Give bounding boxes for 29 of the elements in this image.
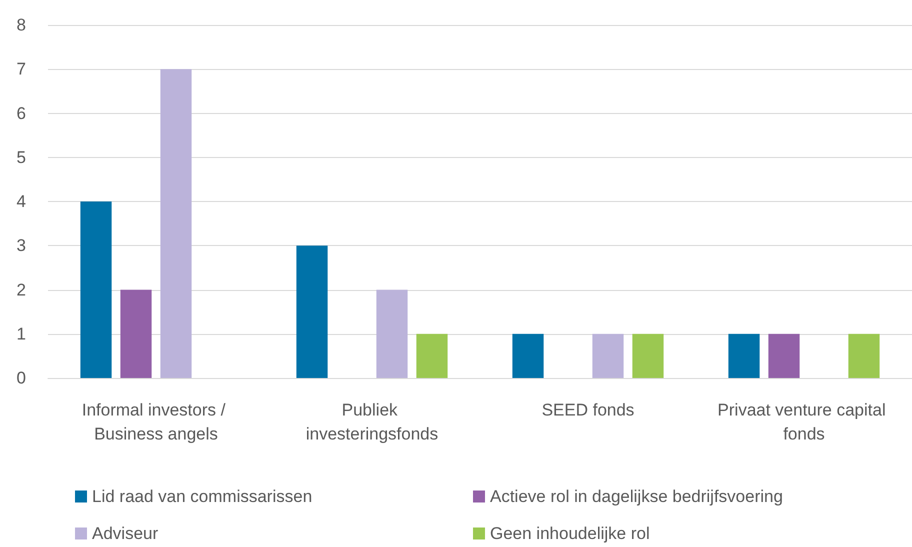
bar — [120, 290, 152, 378]
legend-label: Actieve rol in dagelijkse bedrijfsvoering — [490, 487, 783, 506]
y-tick-label: 2 — [16, 280, 26, 300]
bar — [160, 69, 192, 378]
y-tick-label: 0 — [16, 368, 26, 388]
y-tick-label: 6 — [16, 104, 26, 123]
y-tick-label: 7 — [16, 60, 26, 79]
y-tick-label: 5 — [16, 148, 26, 167]
bar — [376, 290, 408, 378]
bar — [512, 334, 544, 378]
x-tick-label: Publiek investeringsfonds — [306, 400, 438, 444]
x-tick-label: Informal investors / Business angels — [82, 400, 230, 444]
bar — [80, 202, 112, 378]
x-tick-label: SEED fonds — [542, 400, 634, 420]
bar — [728, 334, 760, 378]
y-tick-label: 3 — [16, 236, 26, 256]
bar — [848, 334, 880, 378]
bar — [416, 334, 448, 378]
bar — [592, 334, 624, 378]
bar — [296, 246, 328, 378]
bar — [632, 334, 664, 378]
y-tick-label: 1 — [16, 324, 26, 344]
y-tick-label: 8 — [16, 16, 26, 34]
y-tick-label: 4 — [16, 192, 26, 211]
bar — [768, 334, 800, 378]
legend-label: Adviseur — [92, 524, 158, 543]
legend-label: Geen inhoudelijke rol — [490, 524, 650, 543]
legend-label: Lid raad van commissarissen — [92, 487, 312, 506]
x-tick-label: Privaat venture capital fonds — [718, 400, 890, 444]
